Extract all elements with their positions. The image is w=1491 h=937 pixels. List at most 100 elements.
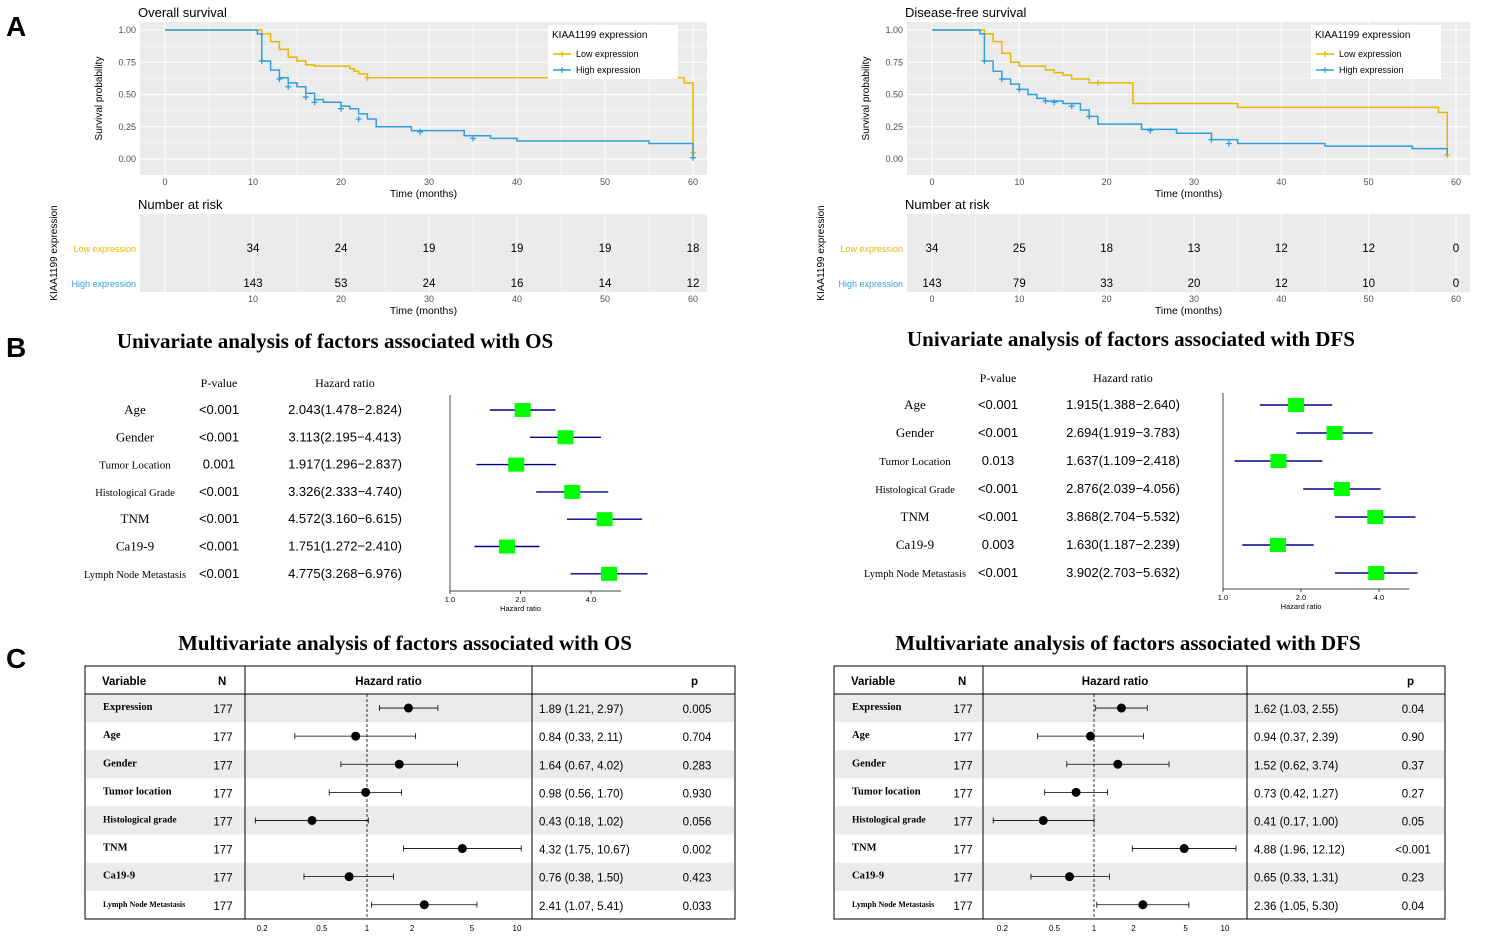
- x-tick-label: 0.2: [997, 924, 1009, 933]
- header-hazard-ratio: Hazard ratio: [355, 676, 421, 688]
- risk-count: 24: [335, 243, 348, 255]
- km-curve: [932, 29, 1449, 156]
- row-n: 177: [213, 788, 232, 800]
- row-p: 0.27: [1402, 788, 1424, 800]
- row-p: 0.90: [1402, 732, 1424, 744]
- legend-label: High expression: [576, 65, 641, 75]
- risk-count: 12: [687, 278, 700, 290]
- row-p: 0.37: [1402, 760, 1424, 772]
- row-label: TNM: [121, 511, 150, 526]
- forest-univariate-os: Univariate analysis of factors associate…: [84, 329, 648, 613]
- row-p: 0.283: [683, 760, 712, 772]
- risk-count: 25: [1013, 243, 1026, 255]
- row-hazard-ratio: 3.326(2.333−4.740): [288, 484, 402, 499]
- y-tick-label: 0.50: [118, 90, 136, 100]
- hr-box: [514, 403, 531, 417]
- censor-mark: [981, 57, 988, 64]
- row-p-value: <0.001: [199, 539, 239, 554]
- x-tick-label: 10: [513, 924, 522, 933]
- row-p-value: <0.001: [199, 566, 239, 581]
- hr-point: [1138, 900, 1148, 910]
- censor-mark: [1051, 99, 1058, 106]
- censor-mark: [1042, 97, 1049, 104]
- y-tick-label: 0.75: [118, 57, 136, 67]
- x-axis-title: Hazard ratio: [500, 604, 541, 613]
- forest-title: Univariate analysis of factors associate…: [117, 329, 553, 353]
- row-variable: Ca19-9: [103, 871, 135, 882]
- risk-x-tick-label: 60: [1451, 294, 1461, 304]
- legend-key-mark: [1322, 51, 1328, 57]
- legend-label: High expression: [1339, 65, 1404, 75]
- col-header-p: P-value: [980, 371, 1017, 385]
- table-border: [833, 665, 1446, 920]
- censor-mark: [302, 94, 309, 101]
- km-plot-overall-survival: Overall survival 0 10 20 30 40 50 60 0.00 0.25 0.5…: [49, 5, 707, 317]
- y-tick-label: 1.00: [885, 25, 903, 35]
- risk-table-title: Number at risk: [905, 197, 990, 212]
- censor-mark: [1225, 140, 1232, 147]
- hr-box: [557, 430, 574, 445]
- row-variable: Histological grade: [852, 815, 926, 825]
- row-label: Gender: [116, 429, 155, 444]
- hr-point: [344, 872, 354, 882]
- forest-table-title: Multivariate analysis of factors associa…: [895, 631, 1360, 655]
- row-variable: Tumor location: [852, 786, 921, 797]
- x-tick-label: 20: [1102, 177, 1112, 187]
- row-hazard-ratio: 0.73 (0.42, 1.27): [1254, 788, 1339, 800]
- header-hazard-ratio: Hazard ratio: [1082, 676, 1148, 688]
- risk-x-tick-label: 10: [248, 294, 258, 304]
- x-tick-label: 40: [512, 177, 522, 187]
- risk-y-axis-title: KIAA1199 expression: [816, 205, 827, 300]
- censor-mark: [364, 74, 371, 81]
- risk-x-tick-label: 30: [1189, 294, 1199, 304]
- y-tick-label: 0.25: [118, 122, 136, 132]
- hr-box: [596, 512, 613, 527]
- col-header-hr: Hazard ratio: [1093, 371, 1153, 385]
- risk-y-axis-title: KIAA1199 expression: [49, 205, 60, 300]
- row-hazard-ratio: 0.76 (0.38, 1.50): [539, 873, 624, 885]
- row-label: Histological Grade: [875, 485, 955, 496]
- x-tick-label: 10: [1014, 177, 1024, 187]
- x-tick-label: 0: [162, 177, 167, 187]
- row-n: 177: [953, 732, 972, 744]
- row-hazard-ratio: 3.902(2.703−5.632): [1066, 565, 1180, 580]
- censor-mark: [258, 57, 265, 64]
- hr-point: [1038, 815, 1048, 825]
- row-p: 0.04: [1402, 901, 1425, 913]
- row-variable: Age: [103, 730, 121, 741]
- row-shade: [835, 862, 1444, 891]
- forest-table-multivariate-dfs: Multivariate analysis of factors associa…: [833, 631, 1446, 933]
- censor-mark: [1068, 103, 1075, 110]
- row-n: 177: [953, 901, 972, 913]
- x-axis-title: Hazard ratio: [1281, 602, 1322, 611]
- row-n: 177: [213, 901, 232, 913]
- x-tick-label: 0.2: [257, 924, 269, 933]
- forest-title: Univariate analysis of factors associate…: [907, 327, 1355, 351]
- header-p: p: [1407, 676, 1414, 688]
- risk-table-title: Number at risk: [138, 197, 223, 212]
- row-hazard-ratio: 2.876(2.039−4.056): [1066, 481, 1180, 496]
- x-tick-label: 1: [1092, 924, 1097, 933]
- legend-key-mark: [559, 51, 565, 57]
- x-axis-title: Time (months): [1155, 188, 1222, 200]
- row-variable: Expression: [103, 702, 153, 713]
- row-p-value: <0.001: [978, 509, 1018, 524]
- row-label: Tumor Location: [879, 456, 951, 468]
- x-tick-label: 10: [1221, 924, 1230, 933]
- y-tick-label: 0.50: [885, 90, 903, 100]
- header-p: p: [691, 676, 698, 688]
- row-hazard-ratio: 3.113(2.195−4.413): [289, 429, 402, 444]
- row-label: Lymph Node Metastasis: [84, 570, 186, 581]
- hr-point: [1071, 787, 1081, 797]
- hr-box: [564, 484, 581, 499]
- row-label: Tumor Location: [99, 460, 171, 472]
- risk-x-axis-title: Time (months): [1155, 305, 1222, 317]
- hr-box: [1269, 538, 1286, 552]
- risk-count: 19: [599, 243, 612, 255]
- col-header-p: P-value: [201, 376, 238, 390]
- row-hazard-ratio: 1.89 (1.21, 2.97): [539, 704, 624, 716]
- risk-count: 10: [1362, 278, 1375, 290]
- risk-count: 33: [1100, 278, 1113, 290]
- row-p: 0.930: [683, 788, 712, 800]
- row-hazard-ratio: 0.43 (0.18, 1.02): [539, 816, 624, 828]
